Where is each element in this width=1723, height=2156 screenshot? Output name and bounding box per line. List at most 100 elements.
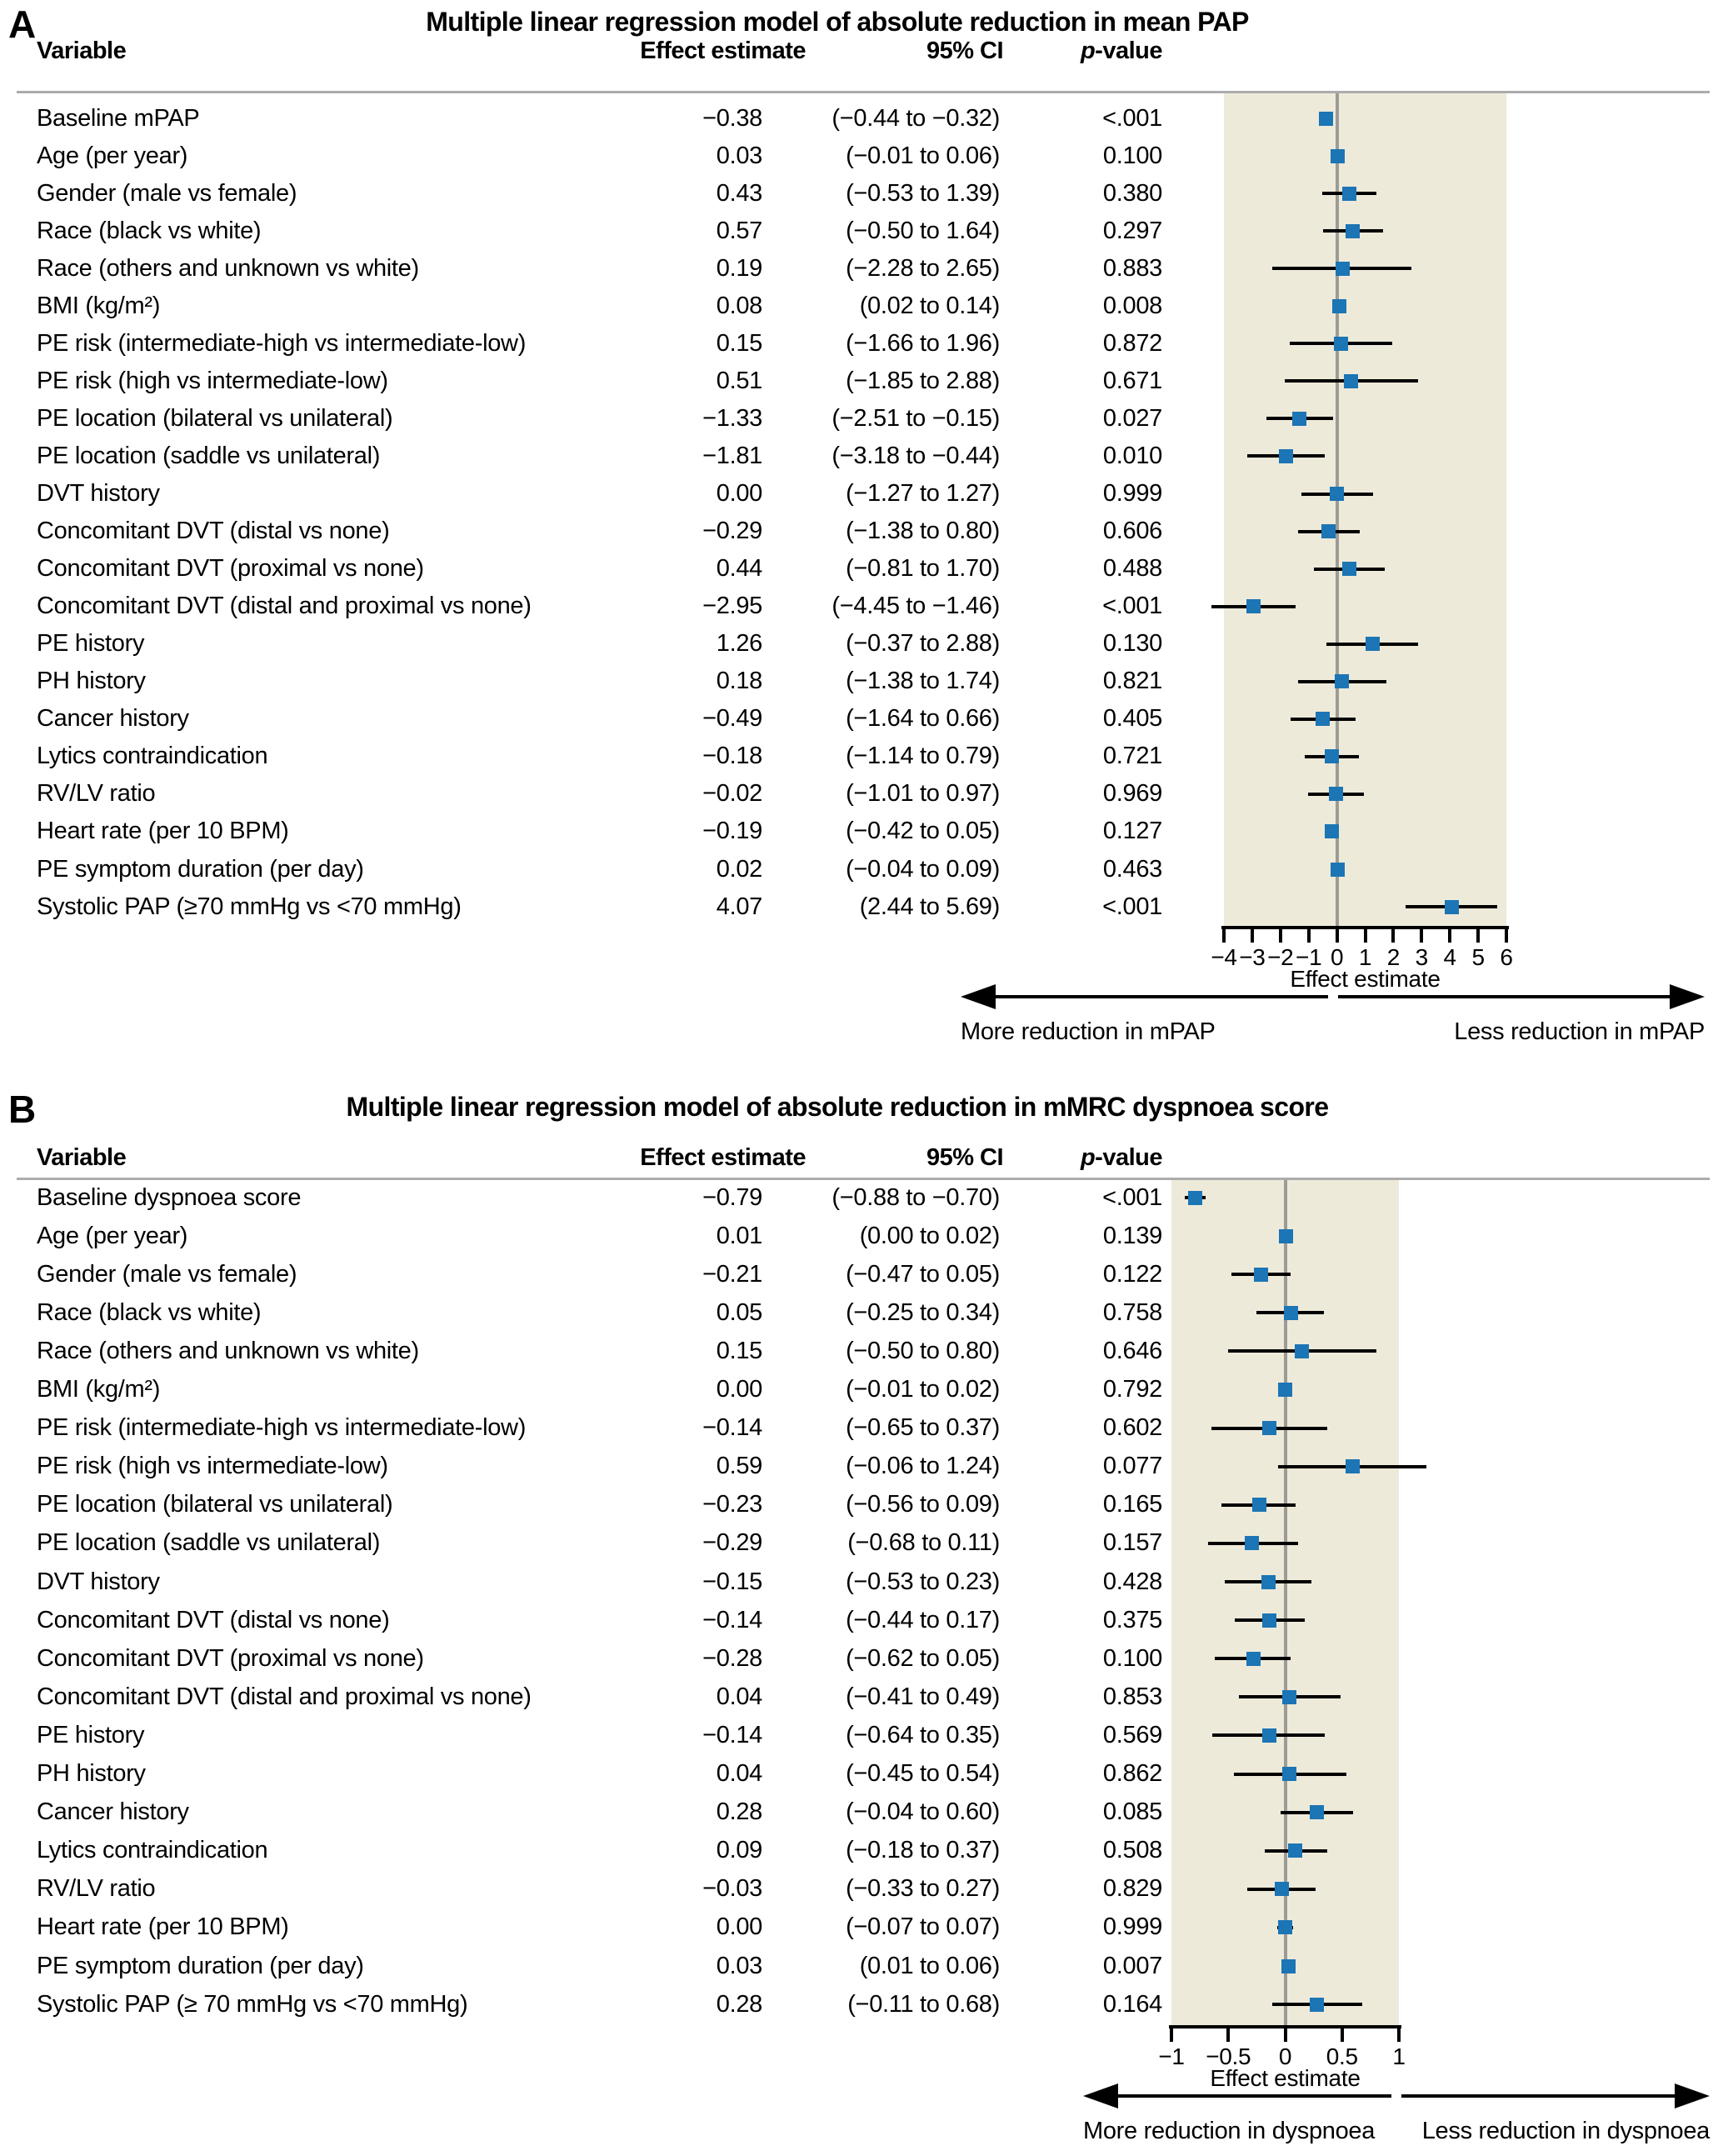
- x-axis-tick-label: 4: [1443, 944, 1457, 970]
- point-estimate-marker: [1331, 148, 1346, 163]
- variable-cell: PE risk (high vs intermediate-low): [37, 1453, 388, 1480]
- variable-cell: PE symptom duration (per day): [37, 1952, 364, 1979]
- variable-cell: RV/LV ratio: [37, 1875, 156, 1903]
- ci-cell: (−0.25 to 0.34): [846, 1298, 1000, 1326]
- ci-cell: (−1.14 to 0.79): [846, 743, 1000, 770]
- effect-cell: 0.08: [716, 292, 763, 319]
- variable-cell: Concomitant DVT (distal vs none): [37, 1606, 390, 1633]
- x-axis-tick: [1222, 929, 1226, 943]
- p-cell: 0.969: [1102, 780, 1162, 808]
- ci-cell: (−0.47 to 0.05): [846, 1260, 1000, 1288]
- p-cell: 0.792: [1102, 1376, 1162, 1403]
- x-axis-tick: [1340, 2028, 1344, 2042]
- x-axis-tick: [1476, 929, 1481, 943]
- point-estimate-marker: [1282, 1689, 1297, 1704]
- point-estimate-marker: [1246, 599, 1261, 614]
- variable-cell: BMI (kg/m²): [37, 292, 161, 319]
- p-cell: <.001: [1102, 593, 1162, 620]
- effect-cell: 0.03: [716, 142, 763, 169]
- effect-cell: 0.19: [716, 254, 763, 282]
- x-axis: [1221, 926, 1509, 929]
- point-estimate-marker: [1274, 1882, 1289, 1897]
- column-header-95ci: 95% CI: [926, 1144, 1004, 1171]
- p-cell: 0.380: [1102, 179, 1162, 207]
- p-cell: 0.297: [1102, 217, 1162, 244]
- variable-cell: PE location (bilateral vs unilateral): [37, 1491, 393, 1518]
- p-cell: 0.165: [1102, 1491, 1162, 1518]
- variable-cell: RV/LV ratio: [37, 780, 156, 808]
- p-cell: 0.164: [1102, 1990, 1162, 2018]
- point-estimate-marker: [1254, 1267, 1269, 1282]
- point-estimate-marker: [1365, 637, 1380, 652]
- effect-cell: 0.02: [716, 855, 763, 883]
- p-cell: 0.100: [1102, 142, 1162, 169]
- point-estimate-marker: [1334, 336, 1349, 351]
- ci-cell: (−0.50 to 0.80): [846, 1337, 1000, 1364]
- p-cell: 0.872: [1102, 329, 1162, 357]
- x-axis-tick-label: 0: [1278, 2043, 1292, 2069]
- x-axis-tick: [1363, 929, 1367, 943]
- p-cell: 0.999: [1102, 480, 1162, 507]
- p-cell: 0.027: [1102, 404, 1162, 432]
- effect-cell: −0.79: [702, 1183, 762, 1211]
- p-cell: 0.488: [1102, 555, 1162, 583]
- variable-cell: Lytics contraindication: [37, 1837, 268, 1864]
- variable-cell: Concomitant DVT (proximal vs none): [37, 555, 424, 583]
- variable-cell: Systolic PAP (≥ 70 mmHg vs <70 mmHg): [37, 1990, 468, 2018]
- effect-cell: 0.00: [716, 1376, 763, 1403]
- column-header-p-value: p-value: [1027, 1144, 1163, 1172]
- variable-cell: PH history: [37, 1760, 146, 1787]
- variable-cell: PE location (bilateral vs unilateral): [37, 404, 393, 432]
- p-cell: <.001: [1102, 104, 1162, 132]
- p-cell: 0.157: [1102, 1529, 1162, 1557]
- p-cell: 0.007: [1102, 1952, 1162, 1979]
- x-axis-tick-label: 0.5: [1326, 2043, 1358, 2069]
- x-axis-tick: [1335, 929, 1339, 943]
- ci-cell: (−0.37 to 2.88): [846, 630, 1000, 658]
- ci-cell: (−0.50 to 1.64): [846, 217, 1000, 244]
- panel-title: Multiple linear regression model of abso…: [426, 7, 1249, 37]
- x-axis-tick-label: −3: [1239, 944, 1266, 970]
- x-axis-tick-label: 1: [1358, 944, 1372, 970]
- variable-cell: Race (black vs white): [37, 1298, 262, 1326]
- point-estimate-marker: [1278, 448, 1293, 463]
- point-estimate-marker: [1310, 1997, 1325, 2012]
- direction-arrow-line: [1337, 995, 1671, 998]
- point-estimate-marker: [1261, 1728, 1276, 1743]
- p-cell: 0.085: [1102, 1798, 1162, 1826]
- effect-cell: 0.28: [716, 1798, 763, 1826]
- point-estimate-marker: [1342, 562, 1357, 577]
- variable-cell: Heart rate (per 10 BPM): [37, 1913, 289, 1941]
- arrow-head-right-icon: [1670, 984, 1705, 1009]
- p-suffix: -value: [1095, 38, 1162, 64]
- effect-cell: −0.19: [702, 818, 762, 845]
- direction-arrow-line: [1401, 2094, 1676, 2098]
- ci-cell: (−0.06 to 1.24): [846, 1453, 1000, 1480]
- point-estimate-marker: [1251, 1498, 1266, 1513]
- x-axis-tick-label: 3: [1415, 944, 1429, 970]
- p-cell: 0.671: [1102, 367, 1162, 394]
- variable-cell: Age (per year): [37, 142, 188, 169]
- effect-cell: 1.26: [716, 630, 763, 658]
- effect-cell: −0.14: [702, 1721, 762, 1748]
- header-rule: [17, 1178, 1710, 1180]
- point-estimate-marker: [1295, 1343, 1310, 1358]
- effect-cell: −1.81: [702, 442, 762, 469]
- header-rule: [17, 91, 1710, 93]
- x-axis: [1169, 2025, 1401, 2028]
- ci-cell: (0.02 to 0.14): [859, 292, 1001, 319]
- ci-cell: (−0.33 to 0.27): [846, 1875, 1000, 1903]
- variable-cell: Age (per year): [37, 1222, 188, 1249]
- point-estimate-marker: [1261, 1574, 1276, 1589]
- p-cell: 0.139: [1102, 1222, 1162, 1249]
- x-axis-tick: [1420, 929, 1424, 943]
- variable-cell: DVT history: [37, 1568, 160, 1595]
- variable-cell: PE risk (intermediate-high vs intermedia…: [37, 1414, 527, 1442]
- ci-cell: (−0.56 to 0.09): [846, 1491, 1000, 1518]
- direction-arrow-line: [994, 995, 1328, 998]
- point-estimate-marker: [1324, 824, 1339, 839]
- p-cell: 0.463: [1102, 855, 1162, 883]
- arrow-label-left: More reduction in dyspnoea: [1083, 2118, 1376, 2144]
- p-cell: 0.758: [1102, 1298, 1162, 1326]
- p-cell: <.001: [1102, 1183, 1162, 1211]
